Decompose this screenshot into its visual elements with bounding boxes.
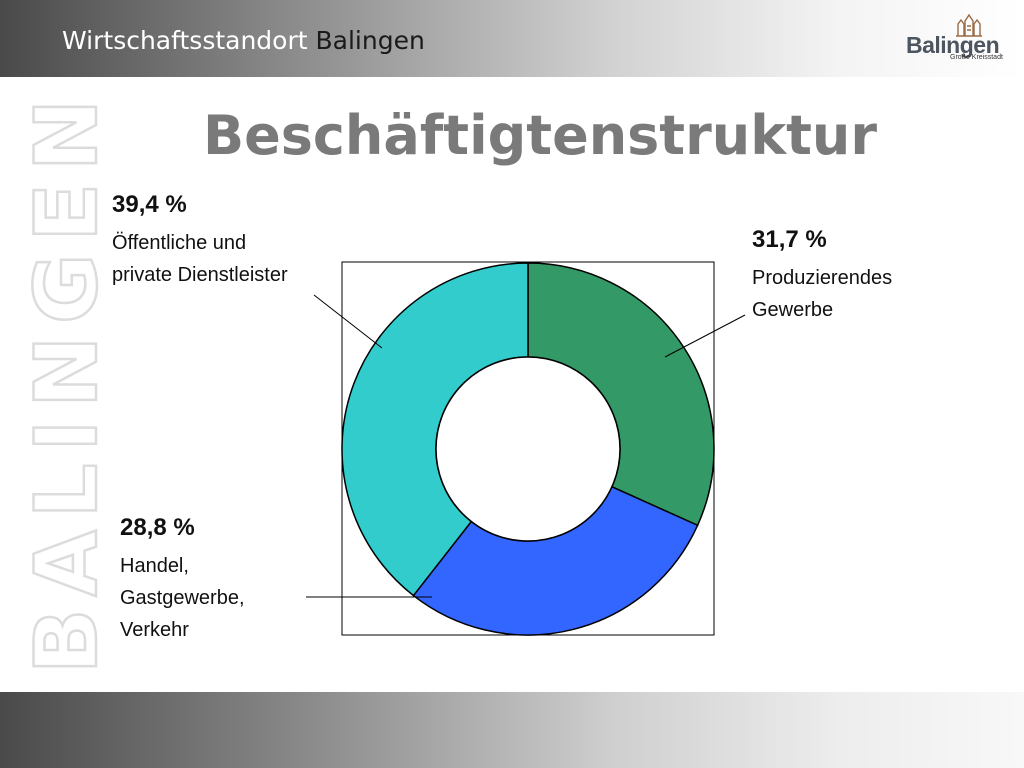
callout-trade: 28,8 % Handel, Gastgewerbe, Verkehr xyxy=(120,514,245,646)
producing-percent: 31,7 % xyxy=(752,226,827,253)
leader-line-producing xyxy=(664,314,746,358)
producing-label: Produzierendes Gewerbe xyxy=(752,267,893,321)
trade-label: Handel, Gastgewerbe, Verkehr xyxy=(120,555,245,641)
header-title: Wirtschaftsstandort Balingen xyxy=(62,26,425,55)
page-title: Beschäftigtenstruktur xyxy=(203,104,877,167)
header-title-prefix: Wirtschaftsstandort xyxy=(62,26,308,55)
services-label: Öffentliche und private Dienstleister xyxy=(112,232,288,286)
trade-percent: 28,8 % xyxy=(120,514,195,541)
callout-producing: 31,7 % Produzierendes Gewerbe xyxy=(752,226,892,326)
header-title-place: Balingen xyxy=(315,26,425,55)
leader-line-services xyxy=(313,294,383,349)
services-percent: 39,4 % xyxy=(112,191,187,218)
footer-bar xyxy=(0,692,1024,768)
castle-icon xyxy=(956,13,982,37)
callout-services: 39,4 % Öffentliche und private Dienstlei… xyxy=(112,191,288,291)
balingen-logo: Balingen Große Kreisstadt xyxy=(900,12,1010,70)
vertical-brand-text: BALINGEN xyxy=(17,99,114,674)
vertical-brand: BALINGEN xyxy=(16,98,114,676)
leader-lines xyxy=(306,294,746,598)
header-bar xyxy=(0,0,1024,77)
logo-subtitle: Große Kreisstadt xyxy=(950,54,1003,61)
donut-hole xyxy=(435,356,621,542)
logo-name: Balingen xyxy=(906,32,1000,58)
